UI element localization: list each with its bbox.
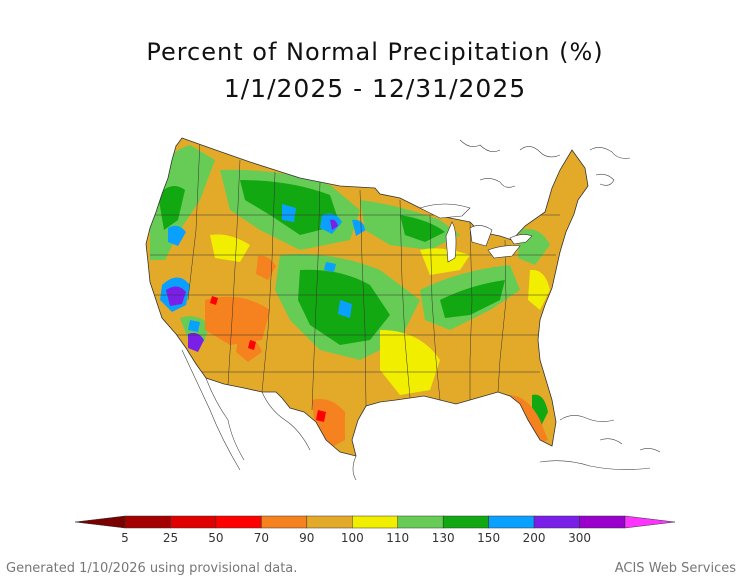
legend-tick-label: 300 [568,531,591,545]
legend-cell [397,515,444,529]
legend-tick-label: 150 [477,531,500,545]
legend-tick-label: 50 [208,531,223,545]
legend-cell [579,515,626,529]
neighboring-coastlines [181,139,661,481]
legend-cell [261,515,308,529]
legend-cell [124,515,171,529]
legend-tick-label: 100 [341,531,364,545]
color-legend: 5 25 50 70 90 100 110 130 150 200 300 [74,515,676,545]
legend-tick-label: 130 [432,531,455,545]
credit-text: ACIS Web Services [614,561,736,576]
legend-cell [533,515,580,529]
legend-cell [170,515,217,529]
map-title: Percent of Normal Precipitation (%) [146,38,604,66]
legend-cell [488,515,535,529]
legend-tick-label: 90 [299,531,314,545]
legend-cell [306,515,353,529]
great-lakes [419,203,533,263]
legend-cell [442,515,489,529]
legend-tick-label: 200 [523,531,546,545]
legend-tick-label: 5 [121,531,129,545]
legend-arrow-above [624,515,676,529]
legend-tick-label: 110 [386,531,409,545]
legend-tick-label: 70 [254,531,269,545]
generated-note: Generated 1/10/2026 using provisional da… [6,561,298,576]
precipitation-map [145,137,661,481]
legend-tick-label: 25 [163,531,178,545]
legend-cell [215,515,262,529]
state-boundaries [150,139,560,411]
map-date-range: 1/1/2025 - 12/31/2025 [223,74,527,103]
legend-arrow-below [74,515,126,529]
legend-cell [352,515,398,529]
